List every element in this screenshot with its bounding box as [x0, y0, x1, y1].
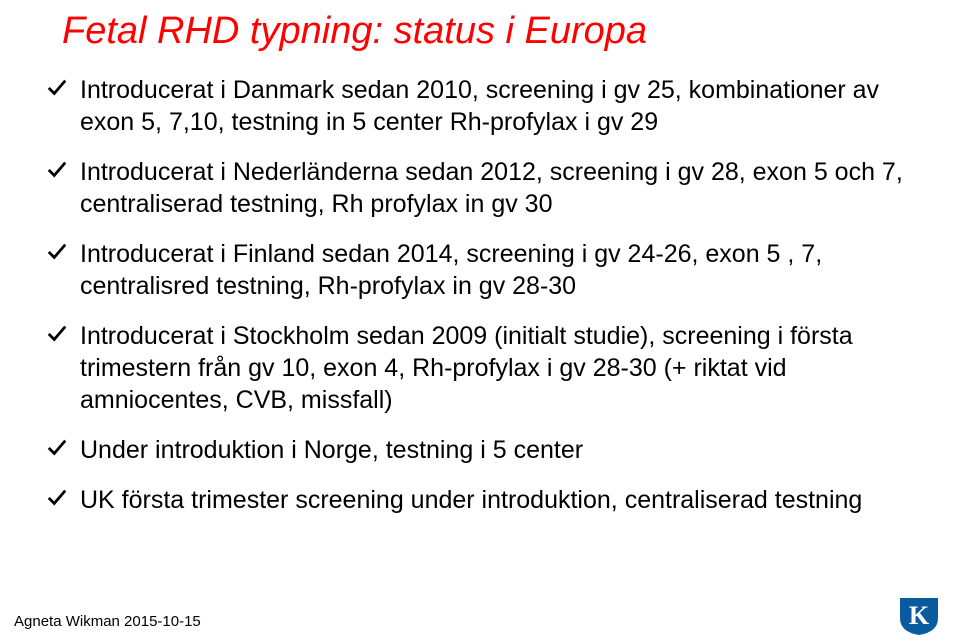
list-item-text: Under introduktion i Norge, testning i 5… [80, 436, 583, 464]
list-item: Introducerat i Danmark sedan 2010, scree… [42, 74, 912, 138]
list-item: Introducerat i Nederländerna sedan 2012,… [42, 156, 912, 220]
slide-title: Fetal RHD typning: status i Europa [62, 10, 920, 53]
list-item: Introducerat i Stockholm sedan 2009 (ini… [42, 320, 912, 416]
list-item-text: Introducerat i Danmark sedan 2010, scree… [80, 76, 879, 136]
list-item: Under introduktion i Norge, testning i 5… [42, 434, 912, 466]
list-item-text: Introducerat i Finland sedan 2014, scree… [80, 240, 822, 300]
list-item: Introducerat i Finland sedan 2014, scree… [42, 238, 912, 302]
list-item-text: Introducerat i Nederländerna sedan 2012,… [80, 158, 903, 218]
logo-letter: K [909, 601, 930, 630]
logo: K [896, 596, 942, 636]
list-item-text: UK första trimester screening under intr… [80, 486, 862, 514]
checkmark-icon [46, 436, 68, 458]
list-item: UK första trimester screening under intr… [42, 484, 912, 516]
checkmark-icon [46, 158, 68, 180]
checkmark-icon [46, 76, 68, 98]
logo-shield-icon: K [896, 596, 942, 636]
list-item-text: Introducerat i Stockholm sedan 2009 (ini… [80, 322, 853, 414]
footer-text: Agneta Wikman 2015-10-15 [14, 613, 201, 630]
checkmark-icon [46, 322, 68, 344]
bullet-list: Introducerat i Danmark sedan 2010, scree… [42, 74, 912, 534]
checkmark-icon [46, 240, 68, 262]
slide: Fetal RHD typning: status i Europa Intro… [0, 0, 960, 644]
checkmark-icon [46, 486, 68, 508]
